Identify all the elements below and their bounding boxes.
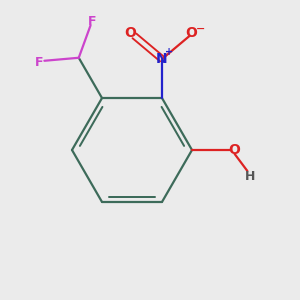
Text: N: N: [156, 52, 168, 66]
Text: F: F: [35, 56, 43, 69]
Text: H: H: [244, 170, 255, 183]
Text: O: O: [185, 26, 197, 40]
Text: O: O: [124, 26, 136, 40]
Text: O: O: [229, 143, 241, 157]
Text: F: F: [88, 15, 96, 28]
Text: +: +: [164, 46, 173, 56]
Text: −: −: [196, 23, 206, 33]
